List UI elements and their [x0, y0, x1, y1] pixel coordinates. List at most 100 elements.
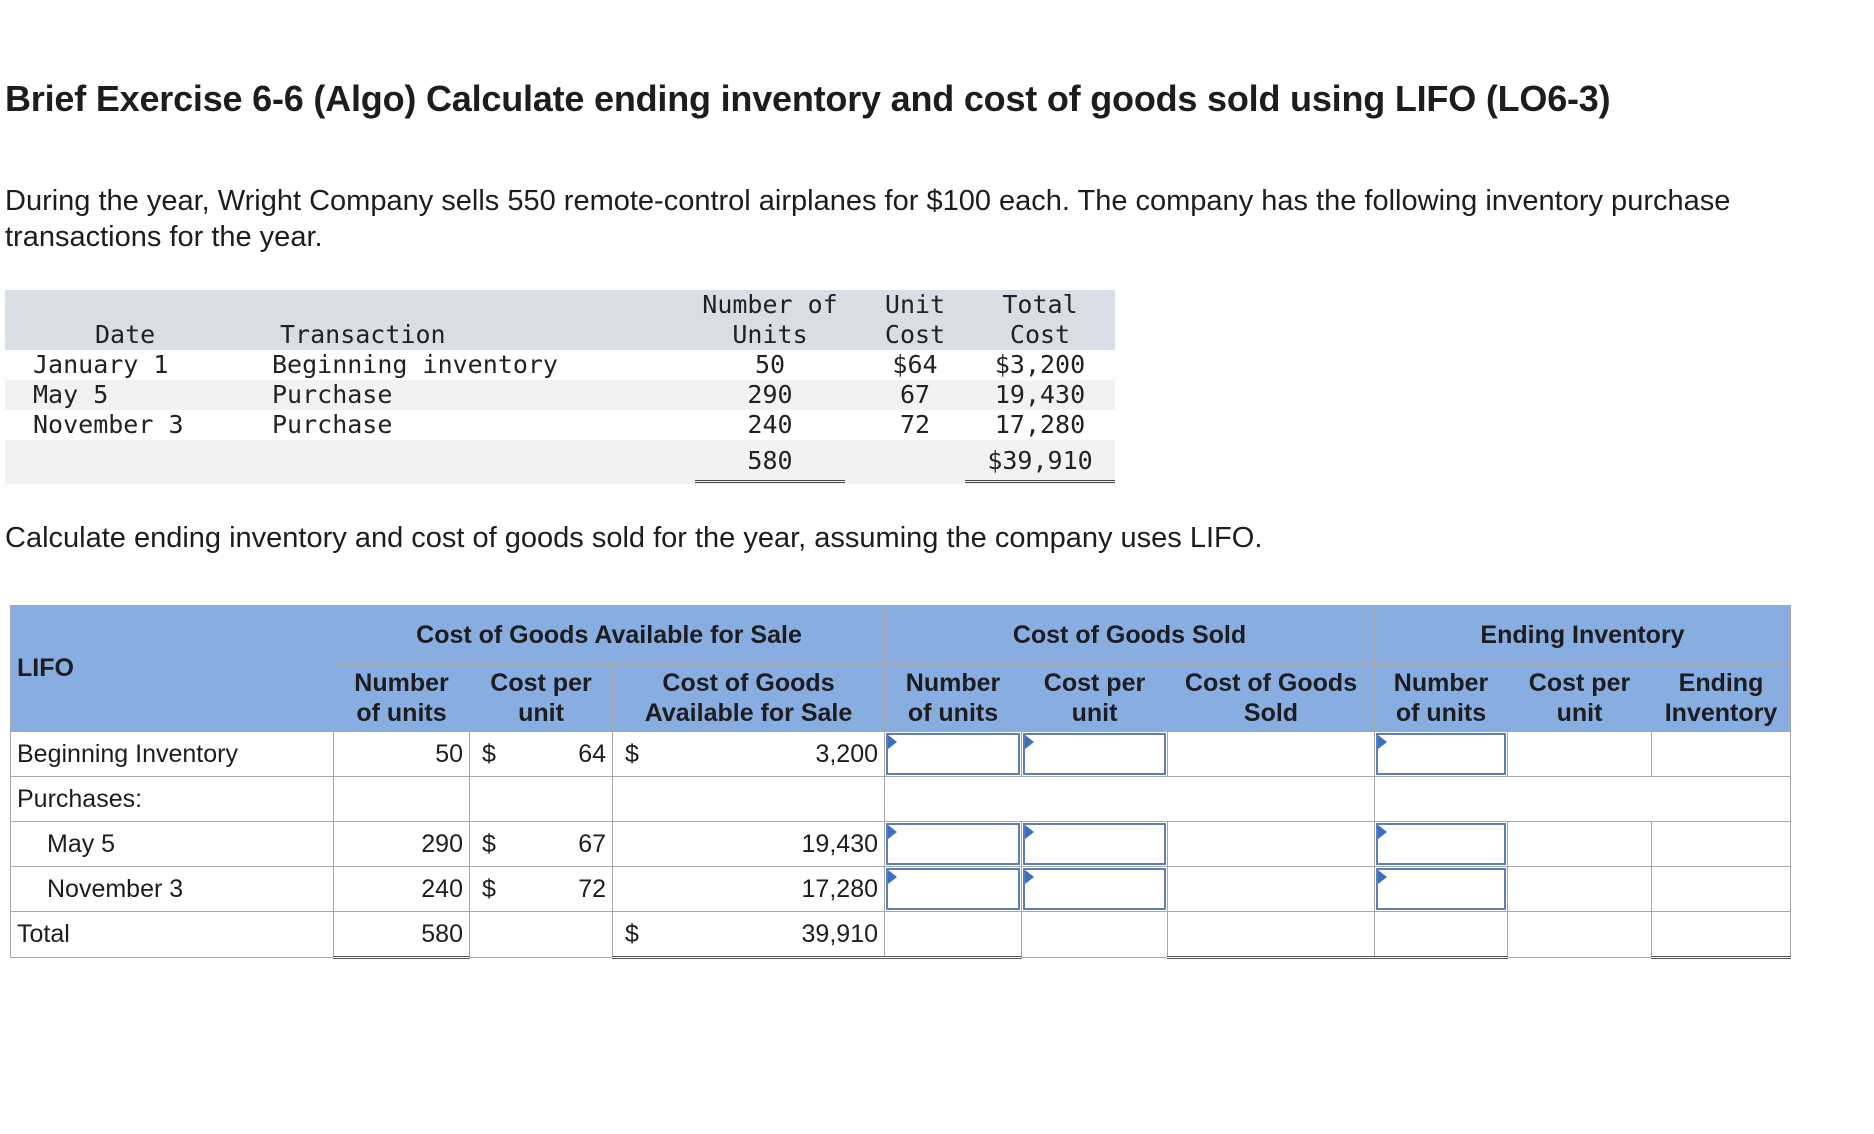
empty-cell — [469, 776, 613, 822]
empty-cell — [884, 776, 1375, 822]
currency-symbol: $ — [469, 821, 510, 867]
sold-cost-cell — [1021, 821, 1168, 867]
empty-cell — [1507, 911, 1652, 958]
given-header-units-line1: Number of — [702, 290, 838, 319]
given-header-units-line2: Units — [732, 320, 808, 349]
units-double-underline — [695, 480, 845, 483]
given-header-unit-cost-line1: Unit — [884, 290, 946, 319]
empty-cell — [469, 911, 613, 958]
sold-total — [1167, 731, 1375, 777]
sold-units-input[interactable] — [886, 868, 1020, 910]
available-cost-per-unit: 72 — [509, 866, 613, 912]
question-prompt: Calculate ending inventory and cost of g… — [5, 522, 1263, 554]
sold-cost-cell — [1021, 866, 1168, 912]
header-available-units: Number of units — [333, 664, 470, 732]
given-total-cost: 19,430 — [994, 380, 1086, 409]
sold-cost-per-unit-input[interactable] — [1023, 868, 1166, 910]
ending-units-input[interactable] — [1376, 733, 1506, 775]
ending-units-cell — [1374, 821, 1508, 867]
group-ending-inventory: Ending Inventory — [1374, 605, 1791, 665]
ending-units-total — [1374, 911, 1508, 959]
given-unit-cost: 67 — [899, 380, 931, 409]
sold-cost-per-unit-input[interactable] — [1023, 733, 1166, 775]
problem-statement-line-1: During the year, Wright Company sells 55… — [5, 185, 1731, 217]
ending-cost-per-unit — [1507, 821, 1652, 867]
given-total-cost: $39,910 — [987, 446, 1093, 475]
ending-total — [1651, 866, 1791, 912]
ending-total — [1651, 821, 1791, 867]
given-date: November 3 — [33, 410, 184, 439]
empty-cell — [612, 776, 885, 822]
available-cost-per-unit: 64 — [509, 731, 613, 777]
given-header-row: Date Transaction Number of Units Unit Co… — [5, 290, 1115, 350]
given-units: 240 — [747, 410, 793, 439]
given-transaction: Beginning inventory — [272, 350, 558, 379]
row-label: Total — [10, 911, 334, 958]
lifo-label: LIFO — [10, 605, 334, 732]
ending-units-cell — [1374, 731, 1508, 777]
cost-double-underline — [965, 480, 1115, 483]
group-available-for-sale: Cost of Goods Available for Sale — [333, 605, 885, 665]
available-units: 240 — [333, 866, 470, 912]
given-header-transaction: Transaction — [280, 320, 446, 349]
given-header-date: Date — [95, 320, 156, 349]
sold-total-sum — [1167, 911, 1375, 959]
group-cost-of-goods-sold: Cost of Goods Sold — [884, 605, 1375, 665]
currency-symbol: $ — [612, 911, 653, 959]
sub-header-row: Number of units Cost per unit Cost of Good… — [11, 664, 1791, 732]
ending-total-sum — [1651, 911, 1791, 959]
currency-symbol: $ — [612, 731, 653, 777]
given-total-row: 580 $39,910 — [5, 440, 1115, 484]
sold-cost-per-unit-input[interactable] — [1023, 823, 1166, 865]
row-november-3: November 3 240 $ 72 17,280 — [10, 866, 1791, 912]
given-date: May 5 — [33, 380, 109, 409]
available-units-total: 580 — [333, 911, 470, 959]
ending-units-input[interactable] — [1376, 823, 1506, 865]
given-total-units: 580 — [747, 446, 793, 475]
sold-total — [1167, 821, 1375, 867]
given-row-may: May 5 Purchase 290 67 19,430 — [5, 380, 1115, 410]
given-header-total-cost-line1: Total — [1002, 290, 1078, 319]
sold-units-input[interactable] — [886, 733, 1020, 775]
header-ending-total: Ending Inventory — [1651, 664, 1791, 732]
given-row-jan: January 1 Beginning inventory 50 $64 $3,… — [5, 350, 1115, 380]
problem-statement: During the year, Wright Company sells 55… — [5, 183, 1874, 255]
given-transaction: Purchase — [272, 380, 393, 409]
given-transaction: Purchase — [272, 410, 393, 439]
given-header-total-cost-line2: Cost — [1009, 320, 1071, 349]
given-total-cost: $3,200 — [994, 350, 1086, 379]
empty-cell — [333, 776, 470, 822]
group-header-row: LIFO Cost of Goods Available for Sale Co… — [10, 605, 1791, 732]
sold-units-cell — [884, 821, 1022, 867]
available-cost-per-unit: 67 — [509, 821, 613, 867]
given-units: 50 — [754, 350, 786, 379]
sold-units-cell — [884, 731, 1022, 777]
row-label: Purchases: — [10, 776, 334, 822]
row-label: November 3 — [10, 866, 334, 912]
header-ending-units: Number of units — [1374, 664, 1508, 732]
available-units: 50 — [333, 731, 470, 777]
ending-cost-per-unit — [1507, 731, 1652, 777]
header-available-total: Cost of Goods Available for Sale — [612, 664, 885, 732]
problem-statement-line-2: transactions for the year. — [5, 221, 323, 253]
currency-symbol: $ — [469, 731, 510, 777]
header-sold-units: Number of units — [884, 664, 1022, 732]
available-total: 17,280 — [612, 866, 885, 912]
given-date: January 1 — [33, 350, 169, 379]
header-sold-total: Cost of Goods Sold — [1167, 664, 1375, 732]
lifo-worksheet: LIFO Cost of Goods Available for Sale Co… — [10, 605, 1791, 959]
given-row-nov: November 3 Purchase 240 72 17,280 — [5, 410, 1115, 442]
available-units: 290 — [333, 821, 470, 867]
given-units: 290 — [747, 380, 793, 409]
given-unit-cost: 72 — [899, 410, 931, 439]
sold-total — [1167, 866, 1375, 912]
ending-units-cell — [1374, 866, 1508, 912]
row-purchases-label: Purchases: — [10, 776, 1791, 822]
sold-units-cell — [884, 866, 1022, 912]
ending-units-input[interactable] — [1376, 868, 1506, 910]
available-total-sum: 39,910 — [652, 911, 885, 959]
given-unit-cost: $64 — [892, 350, 938, 379]
sold-units-total — [884, 911, 1022, 959]
sold-units-input[interactable] — [886, 823, 1020, 865]
header-available-cost-per-unit: Cost per unit — [469, 664, 613, 732]
